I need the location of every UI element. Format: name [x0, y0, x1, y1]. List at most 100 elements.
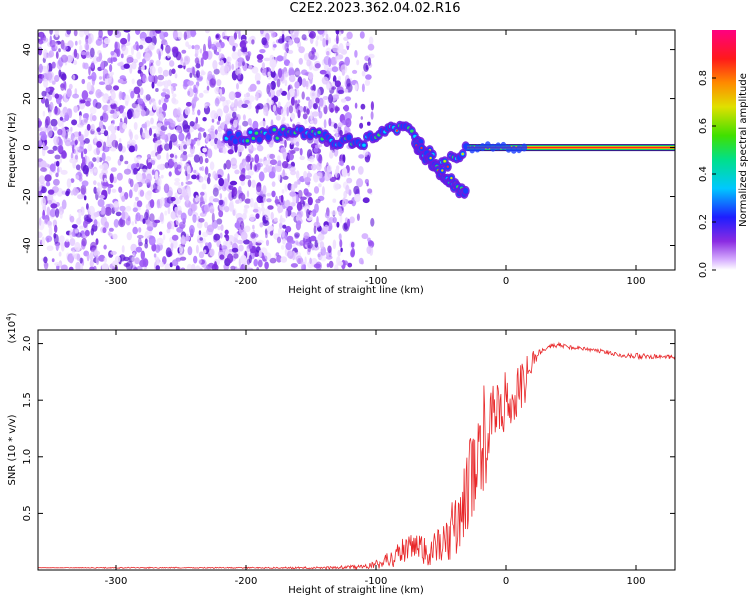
noise-blob	[284, 42, 289, 52]
noise-blob	[155, 265, 160, 270]
noise-blob	[159, 197, 166, 207]
noise-blob	[82, 164, 90, 175]
noise-blob	[331, 66, 339, 73]
noise-blob	[119, 154, 124, 162]
noise-blob	[280, 194, 284, 203]
noise-blob	[175, 125, 182, 133]
noise-blob	[158, 99, 162, 105]
noise-blob	[142, 218, 146, 225]
noise-blob	[55, 51, 59, 59]
noise-blob	[41, 90, 47, 97]
noise-blob	[134, 134, 139, 140]
noise-blob	[38, 39, 44, 45]
noise-blob	[268, 171, 276, 179]
signal-body	[469, 145, 476, 154]
noise-blob	[51, 258, 55, 263]
noise-blob	[289, 142, 294, 150]
noise-blob	[308, 50, 315, 60]
noise-blob	[192, 96, 200, 102]
x-tick-label: -300	[105, 276, 128, 287]
noise-blob	[166, 196, 174, 204]
noise-blob	[224, 229, 229, 235]
noise-blob	[157, 177, 162, 187]
noise-blob	[74, 146, 80, 151]
colorbar-tick-label: 0.4	[698, 166, 709, 182]
noise-blob	[49, 163, 56, 172]
noise-blob	[83, 220, 88, 229]
noise-blob	[93, 211, 100, 218]
noise-blob	[220, 224, 224, 232]
noise-blob	[120, 53, 124, 59]
noise-blob	[234, 233, 239, 239]
noise-blob	[106, 138, 113, 148]
noise-blob	[148, 127, 153, 136]
noise-blob	[319, 69, 327, 75]
noise-blob	[110, 103, 117, 110]
signal-core	[245, 139, 250, 143]
noise-blob	[91, 71, 97, 82]
noise-blob	[360, 260, 364, 265]
noise-blob	[191, 174, 197, 180]
noise-blob	[100, 210, 106, 215]
noise-blob	[79, 30, 85, 38]
noise-blob	[68, 83, 73, 90]
snr-panel: -300 -200 -100 0 100 2.0 1.5 1.0 0.5 Height of …	[5, 312, 676, 596]
noise-blob	[54, 30, 59, 38]
noise-blob	[249, 83, 257, 92]
signal-body	[521, 143, 528, 152]
noise-blob	[194, 44, 200, 50]
noise-blob	[70, 126, 73, 132]
noise-blob	[269, 230, 274, 236]
noise-blob	[162, 234, 166, 241]
noise-blob	[102, 43, 107, 49]
signal-body	[265, 134, 271, 141]
noise-blob	[307, 242, 313, 249]
noise-blob	[96, 141, 102, 148]
noise-blob	[79, 115, 82, 124]
noise-blob	[267, 71, 271, 77]
noise-blob	[196, 174, 200, 180]
x-tick-label: 100	[626, 576, 645, 587]
noise-blob	[324, 224, 329, 232]
noise-blob	[252, 224, 255, 230]
noise-blob	[148, 42, 156, 51]
noise-blob	[170, 210, 177, 220]
noise-blob	[196, 76, 203, 82]
noise-blob	[166, 152, 169, 161]
noise-blob	[123, 30, 131, 33]
noise-blob	[43, 52, 48, 60]
snr-multiplier-label: (x104)	[5, 312, 18, 343]
noise-blob	[81, 180, 89, 187]
noise-blob	[170, 133, 178, 143]
noise-blob	[131, 256, 135, 262]
noise-blob	[72, 144, 75, 154]
noise-blob	[123, 168, 132, 175]
noise-blob	[40, 96, 46, 104]
noise-blob	[342, 199, 345, 208]
noise-blob	[181, 191, 189, 198]
noise-blob	[107, 30, 113, 37]
noise-blob	[337, 122, 343, 128]
noise-blob	[271, 62, 275, 73]
noise-blob	[204, 266, 212, 270]
noise-blob	[368, 36, 374, 45]
noise-blob	[320, 255, 327, 262]
noise-blob	[361, 233, 369, 240]
noise-blob	[333, 182, 340, 191]
noise-blob	[183, 31, 187, 41]
noise-blob	[124, 94, 130, 104]
noise-blob	[156, 199, 161, 209]
noise-blob	[60, 264, 68, 270]
noise-blob	[98, 183, 103, 191]
noise-blob	[241, 103, 248, 109]
noise-blob	[288, 66, 295, 77]
noise-blob	[81, 237, 87, 247]
noise-blob	[290, 150, 296, 154]
noise-blob	[318, 154, 323, 165]
noise-blob	[346, 31, 353, 40]
noise-blob	[132, 207, 138, 213]
noise-blob	[319, 98, 324, 108]
noise-blob	[171, 259, 179, 267]
noise-blob	[287, 153, 294, 161]
noise-blob	[196, 138, 201, 147]
